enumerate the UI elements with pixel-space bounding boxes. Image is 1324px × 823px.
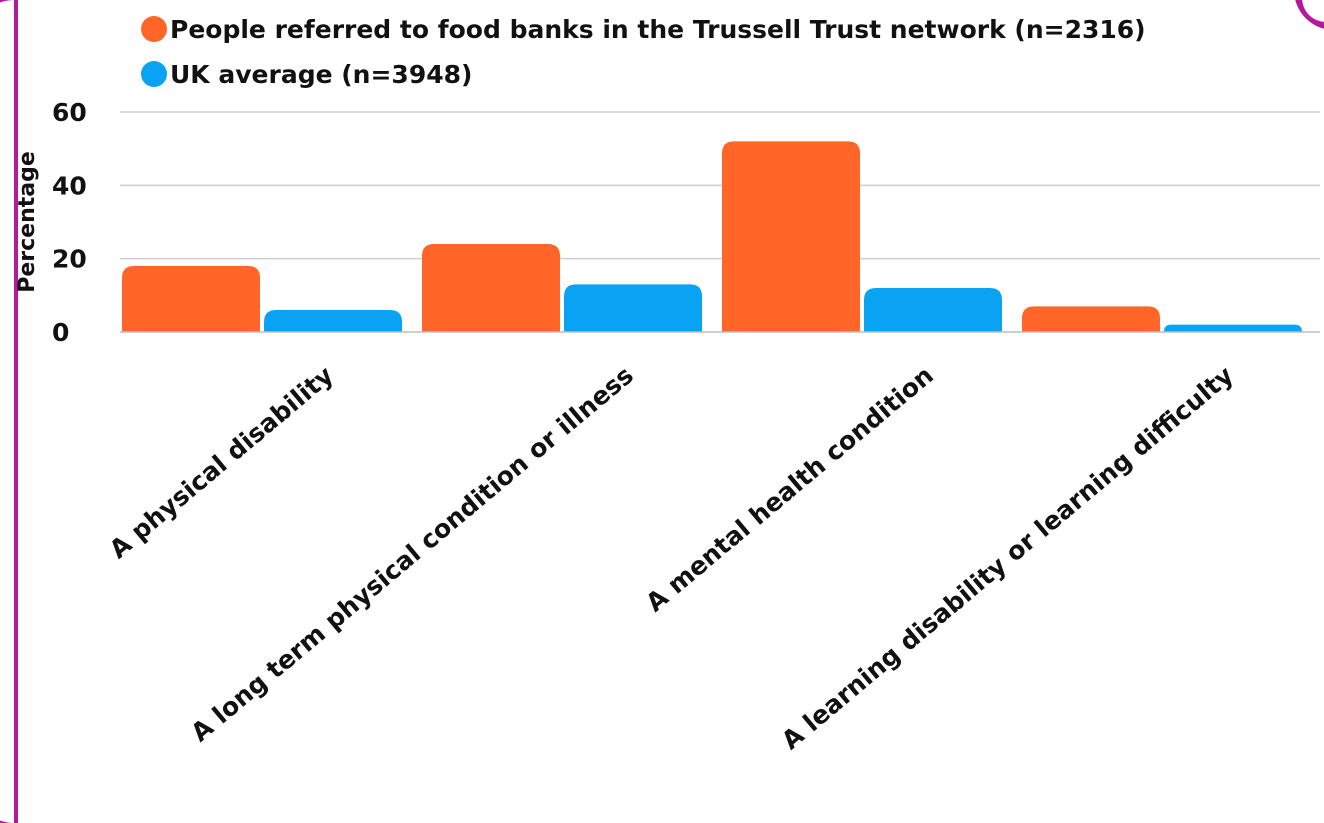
y-tick-label: 40 — [52, 171, 87, 200]
x-category-label: A mental health condition — [640, 360, 939, 617]
legend-item-series-2: UK average (n=3948) — [141, 60, 472, 89]
x-category-label: A learning disability or learning diffic… — [776, 360, 1239, 755]
y-axis-title: Percentage — [15, 151, 40, 293]
bar-series-2-cat-3 — [864, 288, 1002, 332]
y-tick-label: 20 — [52, 245, 87, 274]
legend-label-series-1: People referred to food banks in the Tru… — [170, 15, 1146, 44]
bar-series-1-cat-4 — [1022, 306, 1160, 332]
bar-series-2-cat-1 — [264, 310, 402, 332]
legend-item-series-1: People referred to food banks in the Tru… — [141, 15, 1146, 44]
bar-series-2-cat-2 — [564, 284, 702, 332]
x-category-label: A physical disability — [104, 360, 339, 564]
bar-series-1-cat-1 — [122, 266, 260, 332]
y-tick-label: 60 — [52, 98, 87, 127]
legend-label-series-2: UK average (n=3948) — [170, 60, 472, 89]
gridlines — [120, 111, 1320, 260]
bar-series-1-cat-3 — [722, 141, 860, 332]
bars — [122, 141, 1302, 332]
bar-series-2-cat-4 — [1164, 324, 1302, 332]
legend-swatch-series-1 — [141, 16, 167, 42]
legend: People referred to food banks in the Tru… — [141, 15, 1146, 89]
bar-series-1-cat-2 — [422, 244, 560, 332]
left-frame-decoration — [0, 0, 18, 823]
y-tick-label: 0 — [52, 318, 69, 347]
y-axis-ticks: 0 20 40 60 — [52, 98, 87, 347]
legend-swatch-series-2 — [141, 61, 167, 87]
